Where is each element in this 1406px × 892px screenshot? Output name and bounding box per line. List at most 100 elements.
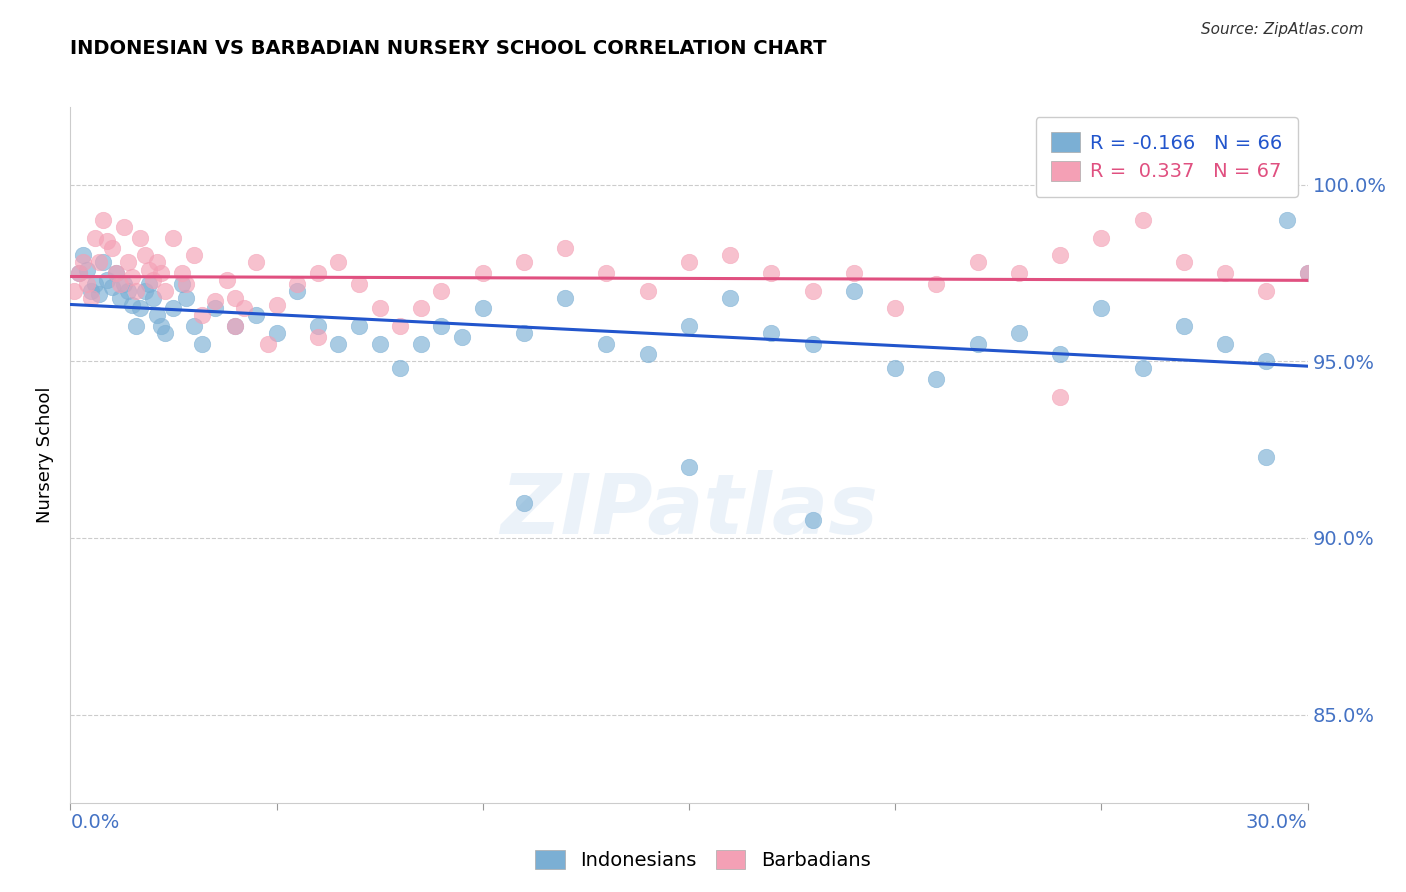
Point [1296, 266, 1319, 280]
Point [884, 301, 907, 316]
Point [89, 255, 111, 269]
Point [89, 287, 111, 301]
Point [257, 336, 280, 351]
Point [183, 318, 205, 333]
Point [232, 301, 254, 316]
Point [100, 280, 122, 294]
Point [637, 347, 659, 361]
Point [925, 372, 948, 386]
Point [91, 213, 114, 227]
Point [183, 248, 205, 262]
Point [1213, 266, 1236, 280]
Point [1008, 326, 1031, 340]
Point [142, 291, 165, 305]
Point [224, 318, 246, 333]
Point [430, 318, 453, 333]
Point [285, 284, 308, 298]
Point [389, 318, 412, 333]
Point [328, 336, 350, 351]
Point [925, 277, 948, 291]
Point [678, 318, 700, 333]
Point [307, 318, 329, 333]
Point [1256, 284, 1278, 298]
Point [761, 266, 783, 280]
Point [1008, 266, 1031, 280]
Point [554, 291, 576, 305]
Point [153, 326, 176, 340]
Point [368, 301, 391, 316]
Point [1090, 230, 1112, 244]
Point [72, 248, 94, 262]
Point [347, 318, 370, 333]
Point [100, 241, 122, 255]
Point [266, 298, 288, 312]
Point [129, 230, 152, 244]
Point [513, 495, 536, 509]
Point [204, 294, 226, 309]
Point [72, 255, 94, 269]
Point [138, 277, 160, 291]
Point [117, 255, 139, 269]
Point [409, 336, 432, 351]
Point [174, 291, 197, 305]
Point [1049, 347, 1071, 361]
Point [884, 361, 907, 376]
Point [842, 284, 865, 298]
Point [554, 241, 576, 255]
Point [125, 284, 148, 298]
Point [595, 266, 617, 280]
Point [129, 301, 152, 316]
Point [430, 284, 453, 298]
Point [150, 318, 173, 333]
Point [471, 266, 494, 280]
Point [63, 284, 86, 298]
Point [224, 291, 246, 305]
Point [1213, 336, 1236, 351]
Point [191, 309, 214, 323]
Point [637, 284, 659, 298]
Point [170, 277, 193, 291]
Point [84, 277, 107, 291]
Point [1296, 266, 1319, 280]
Point [1173, 318, 1195, 333]
Point [389, 361, 412, 376]
Point [842, 266, 865, 280]
Point [112, 220, 135, 235]
Point [801, 513, 824, 527]
Point [162, 230, 184, 244]
Point [1132, 213, 1154, 227]
Point [285, 277, 308, 291]
Point [104, 266, 127, 280]
Point [801, 284, 824, 298]
Point [112, 277, 135, 291]
Point [84, 230, 107, 244]
Point [801, 336, 824, 351]
Point [307, 266, 329, 280]
Point [174, 277, 197, 291]
Point [80, 291, 103, 305]
Point [1275, 213, 1298, 227]
Point [347, 277, 370, 291]
Point [134, 248, 156, 262]
Text: 0.0%: 0.0% [70, 814, 120, 832]
Point [245, 255, 267, 269]
Point [134, 284, 156, 298]
Point [224, 318, 246, 333]
Point [718, 291, 741, 305]
Point [146, 255, 169, 269]
Point [678, 460, 700, 475]
Point [368, 336, 391, 351]
Point [1256, 354, 1278, 368]
Point [718, 248, 741, 262]
Point [191, 336, 214, 351]
Point [121, 269, 143, 284]
Point [307, 329, 329, 343]
Point [67, 266, 90, 280]
Y-axis label: Nursery School: Nursery School [37, 386, 55, 524]
Point [138, 262, 160, 277]
Point [67, 266, 90, 280]
Point [108, 277, 131, 291]
Point [146, 309, 169, 323]
Point [76, 277, 98, 291]
Point [162, 301, 184, 316]
